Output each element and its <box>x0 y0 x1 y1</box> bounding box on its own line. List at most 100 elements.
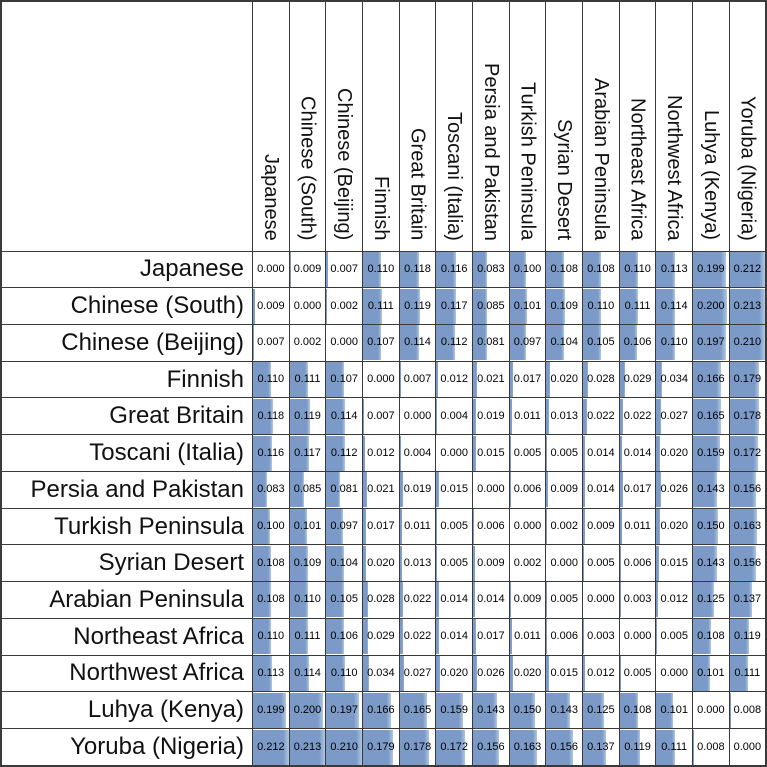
cell-value: 0.022 <box>403 630 432 643</box>
cell-value: 0.009 <box>587 520 615 532</box>
cell-value: 0.004 <box>440 409 468 422</box>
matrix-cell: 0.111 <box>655 728 694 767</box>
matrix-cell: 0.020 <box>362 544 400 583</box>
row-header-label: Syrian Desert <box>0 544 253 583</box>
cell-value: 0.012 <box>660 593 688 606</box>
cell-value: 0.013 <box>550 409 578 422</box>
value-bar <box>326 729 362 765</box>
matrix-cell: 0.150 <box>692 507 730 546</box>
value-bar <box>363 472 367 508</box>
matrix-cell: 0.005 <box>435 507 474 546</box>
column-header-label: Northwest Africa <box>663 94 686 241</box>
value-bar <box>363 509 366 544</box>
matrix-cell: 0.143 <box>692 470 730 509</box>
cell-value: 0.163 <box>733 520 762 532</box>
cell-value: 0.143 <box>697 483 725 496</box>
matrix-cell: 0.125 <box>582 691 620 730</box>
cell-value: 0.119 <box>734 630 761 643</box>
matrix-cell: 0.004 <box>435 397 474 436</box>
cell-value: 0.081 <box>477 336 505 349</box>
matrix-cell: 0.020 <box>545 360 584 399</box>
matrix-cell: 0.118 <box>398 250 437 289</box>
column-header: Chinese (South) <box>288 0 327 252</box>
matrix-cell: 0.028 <box>362 581 400 619</box>
value-bar <box>656 729 675 765</box>
column-header: Syrian Desert <box>545 0 584 252</box>
matrix-cell: 0.163 <box>508 728 547 767</box>
matrix-cell: 0.005 <box>582 544 620 583</box>
column-header: Persia and Pakistan <box>472 0 510 252</box>
cell-value: 0.200 <box>697 299 725 312</box>
cell-value: 0.011 <box>514 409 541 422</box>
cell-value: 0.020 <box>660 520 688 532</box>
value-bar <box>253 545 272 581</box>
row-header-label: Arabian Peninsula <box>0 581 253 619</box>
matrix-cell: 0.026 <box>655 470 694 509</box>
cell-value: 0.000 <box>440 446 468 459</box>
cell-value: 0.156 <box>733 483 762 496</box>
cell-value: 0.178 <box>403 740 432 753</box>
matrix-cell: 0.156 <box>728 470 767 509</box>
matrix-cell: 0.156 <box>472 728 510 767</box>
matrix-cell: 0.015 <box>545 654 584 693</box>
cell-value: 0.000 <box>367 373 395 386</box>
cell-value: 0.197 <box>330 703 358 716</box>
value-bar <box>656 362 663 398</box>
cell-value: 0.101 <box>697 666 725 679</box>
cell-value: 0.112 <box>440 336 468 349</box>
cell-value: 0.156 <box>477 740 505 753</box>
matrix-cell: 0.159 <box>435 691 474 730</box>
matrix-cell: 0.014 <box>435 581 474 619</box>
cell-value: 0.150 <box>697 520 725 532</box>
value-bar <box>436 472 439 508</box>
value-bar <box>436 729 466 765</box>
cell-value: 0.200 <box>293 703 322 716</box>
matrix-cell: 0.159 <box>692 434 730 472</box>
cell-value: 0.005 <box>513 446 542 459</box>
cell-value: 0.105 <box>330 593 358 606</box>
value-bar <box>326 655 345 691</box>
value-bar <box>729 398 760 434</box>
value-bar <box>729 325 765 361</box>
cell-value: 0.111 <box>624 299 651 312</box>
row-header-label: Northeast Africa <box>0 617 253 656</box>
value-bar <box>619 472 623 508</box>
table-row: Luhya (Kenya) 0.199 0.200 0.197 0.166 0.165 0.… <box>0 691 767 730</box>
matrix-cell: 0.014 <box>582 434 620 472</box>
cell-value: 0.150 <box>513 703 542 716</box>
matrix-cell: 0.156 <box>545 728 584 767</box>
matrix-cell: 0.108 <box>252 544 290 583</box>
value-bar <box>656 692 674 728</box>
matrix-cell: 0.015 <box>655 544 694 583</box>
matrix-cell: 0.000 <box>618 617 657 656</box>
cell-value: 0.007 <box>367 409 395 422</box>
column-header-label: Northeast Africa <box>626 98 649 241</box>
value-bar <box>656 472 661 508</box>
cell-value: 0.003 <box>587 630 615 643</box>
cell-value: 0.097 <box>330 520 358 532</box>
row-header-label: Chinese (Beijing) <box>0 323 253 362</box>
value-bar <box>546 655 549 691</box>
matrix-cell: 0.172 <box>728 434 767 472</box>
matrix-cell: 0.111 <box>728 654 767 693</box>
column-header-label: Chinese (South) <box>296 95 319 241</box>
cell-value: 0.015 <box>477 446 505 459</box>
cell-value: 0.110 <box>330 666 358 679</box>
column-header: Northwest Africa <box>655 0 694 252</box>
cell-value: 0.113 <box>257 666 285 679</box>
value-bar <box>399 619 404 655</box>
cell-value: 0.000 <box>623 630 652 643</box>
value-bar <box>619 251 639 287</box>
cell-value: 0.143 <box>477 703 505 716</box>
matrix-cell: 0.021 <box>472 360 510 399</box>
cell-value: 0.106 <box>330 630 358 643</box>
value-bar <box>326 509 343 544</box>
value-bar <box>583 545 584 581</box>
table-row: Northwest Africa 0.113 0.114 0.110 0.034 0.02… <box>0 654 767 693</box>
cell-value: 0.000 <box>513 520 542 532</box>
cell-value: 0.210 <box>330 740 358 753</box>
cell-value: 0.111 <box>294 373 321 386</box>
cell-value: 0.110 <box>587 299 615 312</box>
matrix-cell: 0.119 <box>398 287 437 325</box>
value-bar <box>399 251 420 287</box>
